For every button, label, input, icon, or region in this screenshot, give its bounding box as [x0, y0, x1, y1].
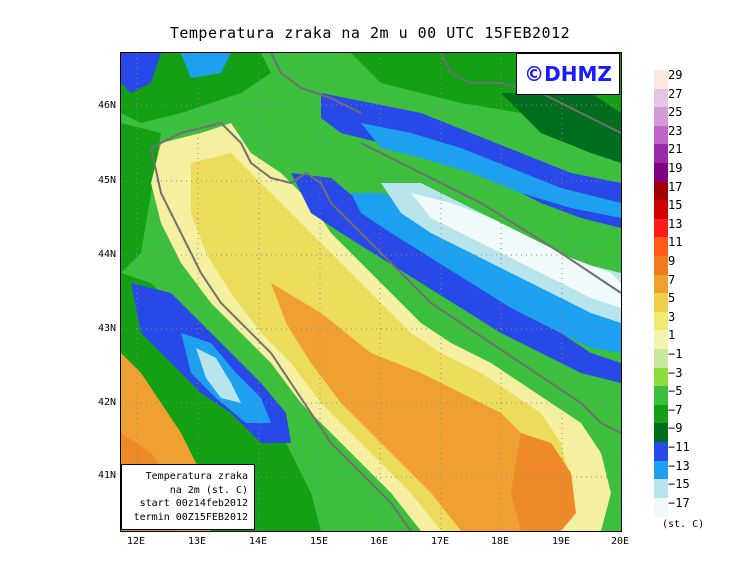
info-line: termin 00Z15FEB2012	[133, 511, 248, 523]
legend-label: 29	[668, 68, 683, 82]
legend-swatch	[654, 460, 668, 480]
map-title: Temperatura zraka na 2m u 00 UTC 15FEB20…	[169, 24, 571, 42]
lon-label: 16E	[369, 536, 389, 547]
legend-swatch	[654, 349, 668, 369]
lon-label: 20E	[610, 536, 630, 547]
legend-label: 3	[668, 309, 676, 324]
cold-zone	[411, 193, 621, 308]
border-line	[360, 142, 621, 294]
info-line: na 2m (st. C)	[169, 484, 248, 496]
legend-label: 11	[668, 235, 683, 250]
lat-label: 41N	[97, 470, 116, 481]
legend-label: −9	[668, 421, 683, 436]
legend-label: −11	[668, 440, 690, 454]
legend-swatch	[654, 311, 668, 331]
warm-sea	[271, 283, 541, 531]
temperature-map	[120, 52, 622, 532]
info-line: start 00z14feb2012	[139, 498, 248, 509]
green-patch	[121, 53, 271, 123]
legend-swatch	[654, 200, 668, 220]
cold-zone	[196, 348, 241, 403]
legend-label: −13	[668, 458, 690, 473]
legend-swatch	[654, 163, 668, 183]
lon-label: 19E	[551, 536, 571, 547]
legend-label: −3	[668, 365, 683, 380]
info-line: Temperatura zraka	[145, 471, 248, 482]
legend-swatch	[654, 479, 668, 499]
legend-swatch	[654, 386, 668, 406]
legend-unit: (st. C)	[662, 519, 705, 530]
legend-label: −15	[668, 477, 690, 492]
lat-label: 44N	[97, 249, 116, 260]
legend-label: 7	[668, 272, 676, 287]
legend-swatch	[654, 125, 668, 145]
legend-label: 9	[668, 254, 676, 268]
cold-zone	[351, 193, 621, 353]
cold-zone	[291, 173, 621, 383]
legend-label: −17	[668, 495, 690, 510]
green-patch	[121, 123, 161, 273]
legend-label: −5	[668, 384, 683, 399]
legend-swatch	[654, 218, 668, 238]
legend-label: 5	[668, 291, 676, 306]
legend-swatch	[654, 70, 668, 90]
cold-zone	[121, 53, 161, 93]
lat-label: 46N	[97, 100, 116, 111]
legend-swatch	[654, 497, 668, 517]
lon-label: 17E	[430, 536, 450, 547]
legend-label: 27	[668, 86, 683, 101]
coastline	[150, 147, 412, 531]
legend-label: 1	[668, 328, 676, 343]
legend-swatch	[654, 423, 668, 443]
lat-label: 42N	[97, 397, 116, 408]
cold-zone	[181, 53, 231, 78]
cold-zone	[361, 123, 621, 218]
lon-label: 18E	[490, 536, 510, 547]
coastline	[150, 121, 621, 434]
legend-swatch	[654, 256, 668, 276]
legend-label: −7	[668, 402, 683, 417]
temperature-field	[121, 53, 621, 531]
legend-swatch	[654, 330, 668, 350]
legend-swatch	[654, 442, 668, 462]
legend-swatch	[654, 144, 668, 164]
info-box: Temperatura zraka na 2m (st. C) start 00…	[121, 464, 255, 530]
legend-swatch	[654, 88, 668, 108]
legend-swatch	[654, 237, 668, 257]
legend-swatch	[654, 293, 668, 313]
dhmz-logo: ©DHMZ	[516, 53, 620, 95]
warm-sea	[511, 433, 576, 531]
deep-green-patch	[501, 93, 621, 163]
legend-label: 21	[668, 142, 683, 157]
legend-swatch	[654, 181, 668, 201]
lon-label: 12E	[126, 536, 146, 547]
lat-label: 45N	[97, 175, 116, 186]
lat-label: 43N	[97, 323, 116, 334]
legend-label: 13	[668, 216, 683, 231]
lon-label: 15E	[309, 536, 329, 547]
border-line	[270, 53, 362, 114]
legend-label: 15	[668, 198, 683, 213]
lon-label: 13E	[187, 536, 207, 547]
legend-swatch	[654, 404, 668, 424]
legend-swatch	[654, 107, 668, 127]
legend-swatch	[654, 274, 668, 294]
legend-label: −1	[668, 347, 683, 361]
legend-swatch	[654, 367, 668, 387]
legend-label: 17	[668, 179, 683, 194]
legend-label: 19	[668, 161, 683, 175]
lon-label: 14E	[248, 536, 268, 547]
legend-label: 23	[668, 123, 683, 138]
graticule	[121, 53, 621, 531]
legend-label: 25	[668, 105, 683, 120]
